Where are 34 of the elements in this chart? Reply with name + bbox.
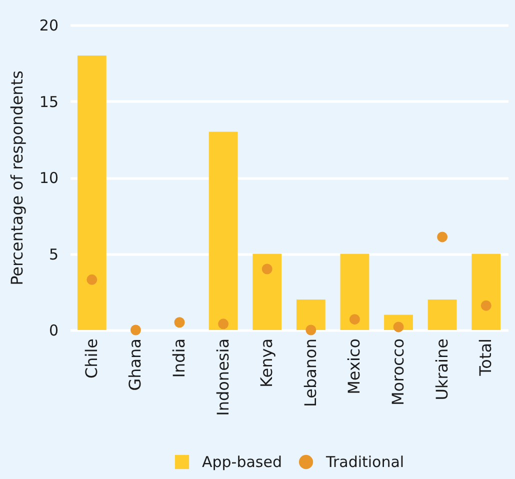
point	[349, 314, 360, 325]
x-tick-label: Mexico	[344, 338, 364, 394]
x-tick-label: India	[170, 338, 188, 378]
x-tick-label: Morocco	[388, 338, 408, 406]
point	[86, 274, 98, 285]
y-tick-label: 10	[39, 169, 58, 187]
point	[130, 324, 141, 336]
point	[437, 232, 448, 242]
point	[218, 318, 229, 330]
y-tick-label: 0	[48, 322, 58, 340]
point	[306, 324, 316, 336]
bar	[252, 254, 282, 330]
point	[262, 264, 272, 274]
legend-label: App-based	[202, 453, 282, 471]
bar	[340, 254, 370, 330]
x-tick-label: Total	[476, 338, 496, 377]
bar	[296, 300, 326, 330]
bar	[472, 254, 501, 330]
x-tick-label: Ghana	[126, 338, 145, 391]
point	[480, 300, 492, 311]
bar	[428, 300, 457, 330]
y-tick-label: 20	[39, 16, 58, 34]
x-tick-label: Indonesia	[213, 338, 232, 416]
point	[174, 317, 185, 328]
x-tick-label: Ukraine	[432, 338, 452, 400]
y-tick-label: 5	[48, 245, 58, 264]
bar	[208, 132, 238, 330]
y-tick-label: 15	[39, 92, 58, 111]
x-tick-label: Kenya	[257, 338, 276, 388]
x-tick-label: Lebanon	[300, 338, 320, 408]
x-tick-label: Chile	[82, 338, 101, 379]
legend-label: Traditional	[325, 453, 404, 471]
bar	[77, 56, 106, 330]
y-axis-title: Percentage of respondents	[7, 70, 26, 286]
